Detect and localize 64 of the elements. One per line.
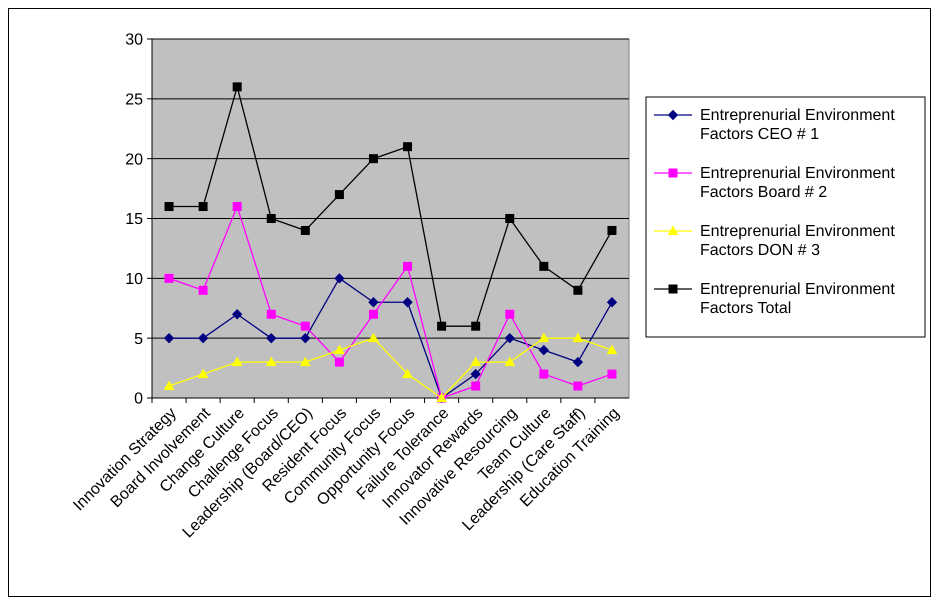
y-tick-label: 10	[125, 270, 144, 288]
point	[198, 333, 208, 344]
point	[504, 357, 515, 366]
point	[300, 357, 310, 366]
point	[607, 226, 616, 235]
point	[300, 333, 310, 344]
point	[505, 310, 514, 319]
point	[504, 333, 515, 344]
point	[266, 310, 276, 319]
point	[403, 142, 412, 152]
point	[573, 286, 582, 295]
point	[572, 333, 583, 342]
point	[538, 345, 549, 356]
y-tick-label: 20	[125, 151, 144, 168]
point	[266, 333, 276, 344]
point	[266, 214, 276, 223]
point	[572, 357, 583, 368]
point	[368, 333, 378, 342]
point	[606, 297, 617, 308]
point	[232, 82, 242, 92]
point	[402, 297, 413, 308]
point	[334, 190, 344, 200]
y-tick-label: 25	[125, 91, 144, 108]
point	[368, 154, 378, 164]
legend-label: Entreprenurial Environment Factors Total	[700, 280, 896, 317]
point	[198, 369, 208, 378]
point	[437, 322, 446, 331]
point	[470, 369, 481, 380]
point	[334, 273, 344, 284]
point	[164, 333, 174, 344]
point	[232, 357, 242, 366]
point	[402, 369, 413, 378]
point	[232, 202, 242, 212]
point	[505, 214, 514, 223]
y-tick-label: 15	[125, 211, 144, 228]
point	[164, 381, 174, 390]
point	[164, 274, 174, 283]
point	[539, 262, 548, 271]
point	[538, 333, 549, 342]
point	[334, 345, 344, 354]
point	[470, 357, 481, 366]
y-tick-label: 0	[134, 390, 144, 408]
legend-label: Entreprenurial Environment Factors Board # 2	[700, 164, 896, 201]
point	[198, 202, 208, 212]
point	[539, 370, 548, 379]
point	[368, 297, 378, 308]
point	[368, 310, 378, 319]
point	[232, 309, 242, 320]
point	[266, 357, 276, 366]
legend-label: Entreprenurial Environment Factors CEO # 1	[700, 106, 896, 143]
point	[164, 202, 174, 212]
point	[573, 382, 582, 391]
point	[403, 262, 412, 271]
point	[471, 322, 480, 331]
point	[198, 286, 208, 295]
legend-label: Entreprenurial Environment Factors DON # 3	[700, 222, 896, 259]
y-tick-label: 30	[125, 32, 144, 49]
point	[606, 345, 617, 354]
point	[607, 370, 616, 379]
y-tick-label: 5	[134, 330, 144, 348]
point	[471, 382, 480, 391]
point	[300, 322, 310, 331]
point	[334, 358, 344, 367]
point	[300, 226, 310, 235]
